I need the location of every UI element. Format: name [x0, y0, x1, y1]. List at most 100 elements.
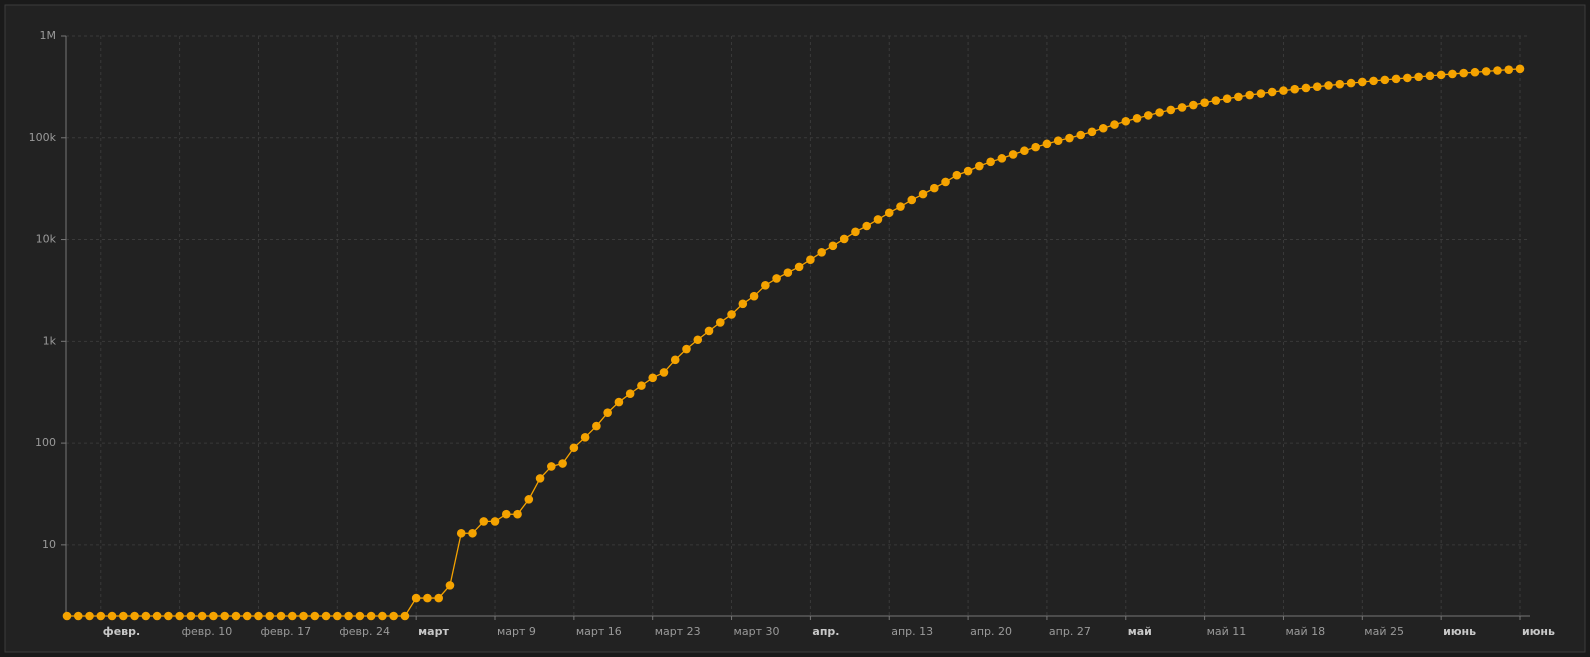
data-point	[400, 611, 410, 621]
data-point	[1448, 69, 1457, 79]
data-point	[220, 611, 229, 621]
data-point	[963, 166, 973, 176]
data-point	[265, 611, 275, 621]
data-point	[1076, 130, 1086, 140]
x-tick-label: февр.	[103, 625, 140, 638]
data-point	[490, 517, 500, 526]
data-point	[749, 291, 759, 301]
data-point	[310, 611, 320, 621]
data-point	[1470, 67, 1480, 77]
data-point	[164, 611, 173, 621]
data-point	[242, 611, 252, 621]
data-point	[929, 183, 939, 193]
data-point	[1256, 89, 1266, 98]
data-point	[1098, 123, 1108, 133]
data-point	[1324, 81, 1333, 90]
data-point	[727, 310, 736, 319]
x-tick-label: февр. 17	[260, 625, 311, 638]
data-point	[1301, 83, 1311, 93]
data-point	[862, 221, 872, 231]
data-point	[828, 241, 838, 251]
data-point	[1459, 68, 1468, 78]
x-tick-label: май 11	[1207, 625, 1247, 638]
data-point	[907, 195, 917, 205]
data-point	[1166, 105, 1176, 115]
data-point	[1189, 100, 1198, 110]
data-point	[558, 459, 567, 468]
y-tick-label: 100k	[29, 131, 57, 144]
data-point	[287, 611, 297, 621]
data-point	[1358, 77, 1367, 87]
data-point	[896, 202, 905, 211]
data-point	[670, 355, 680, 365]
x-tick-label: апр. 20	[970, 625, 1012, 638]
data-point	[107, 611, 117, 621]
data-point	[1391, 74, 1401, 84]
data-point	[603, 408, 612, 417]
y-tick-label: 10k	[36, 233, 57, 246]
data-point	[1425, 71, 1435, 81]
data-point	[1414, 72, 1423, 82]
data-point	[1031, 142, 1040, 152]
data-point	[445, 581, 455, 590]
data-point	[1155, 108, 1164, 117]
data-point	[1380, 75, 1390, 85]
data-point	[1234, 92, 1243, 102]
y-tick-label: 100	[35, 436, 56, 449]
data-point	[1177, 103, 1187, 112]
data-point	[817, 247, 826, 257]
data-point	[873, 215, 883, 224]
x-tick-label: июнь	[1522, 625, 1555, 638]
data-point	[1200, 98, 1209, 107]
data-point	[1245, 90, 1254, 100]
data-point	[1504, 65, 1514, 74]
x-tick-label: март 30	[734, 625, 780, 638]
data-point	[299, 611, 308, 621]
data-point	[119, 611, 128, 621]
x-tick-label: апр. 27	[1049, 625, 1091, 638]
data-point	[682, 344, 691, 354]
data-point	[186, 611, 196, 621]
data-point	[580, 432, 590, 442]
data-point	[524, 495, 534, 504]
data-point	[975, 161, 984, 171]
data-point	[1346, 78, 1356, 88]
x-tick-label: май 18	[1285, 625, 1325, 638]
data-point	[614, 397, 624, 407]
data-point	[1042, 139, 1052, 149]
data-point	[715, 318, 725, 327]
data-point	[1020, 146, 1029, 156]
data-point	[411, 593, 421, 603]
data-point	[1369, 76, 1378, 86]
data-point	[806, 255, 815, 264]
y-tick-label: 10	[42, 538, 56, 551]
data-point	[569, 443, 579, 453]
data-point	[794, 262, 804, 272]
data-point	[231, 611, 241, 621]
data-point	[772, 274, 781, 283]
data-point	[389, 611, 398, 621]
series-line	[67, 68, 1521, 617]
x-tick-label: май	[1128, 625, 1152, 638]
data-point	[918, 189, 928, 199]
data-point	[197, 611, 207, 621]
data-point	[366, 611, 376, 621]
data-point	[1222, 94, 1232, 103]
y-tick-label: 1M	[40, 29, 57, 42]
data-point	[209, 611, 218, 621]
data-point	[62, 611, 72, 621]
data-point	[96, 611, 106, 621]
x-tick-label: март 9	[497, 625, 536, 638]
data-point	[941, 177, 950, 187]
data-point	[1211, 96, 1221, 105]
data-point	[952, 170, 962, 180]
data-point	[1436, 70, 1446, 80]
x-tick-label: май 25	[1364, 625, 1404, 638]
x-tick-label: февр. 24	[339, 625, 390, 638]
data-point	[1008, 150, 1018, 159]
data-point	[1110, 120, 1119, 129]
data-point	[333, 611, 342, 621]
data-point	[141, 611, 151, 621]
data-point	[761, 281, 770, 290]
